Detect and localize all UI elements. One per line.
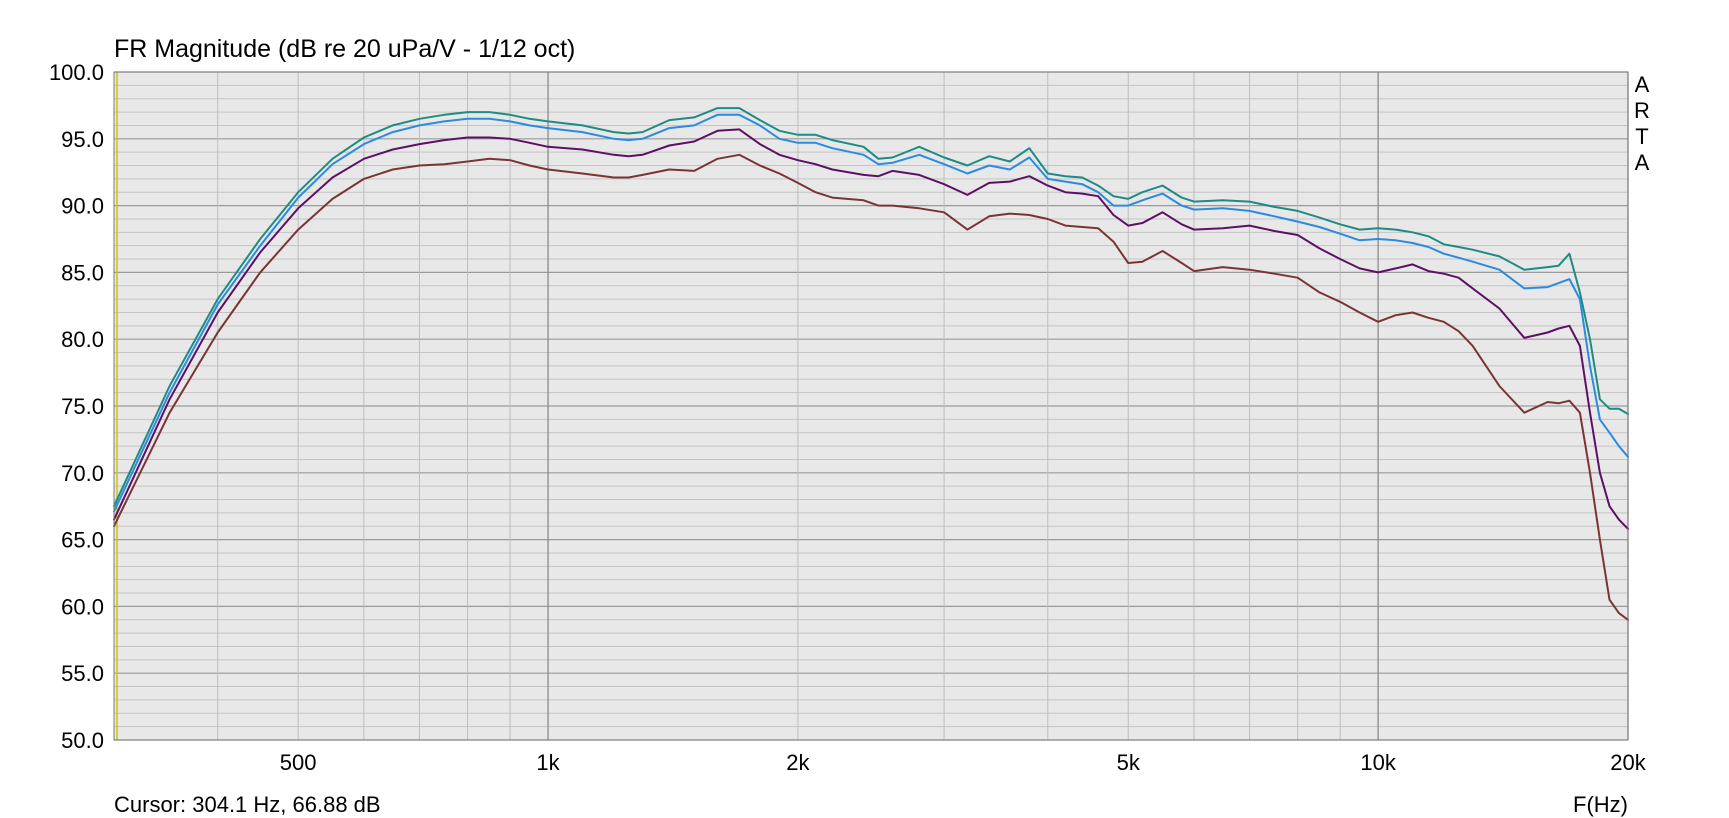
y-tick-label: 90.0 bbox=[61, 194, 104, 219]
x-tick-label: 5k bbox=[1117, 750, 1141, 775]
plot-frame bbox=[113, 71, 1629, 741]
y-tick-label: 80.0 bbox=[61, 327, 104, 352]
y-tick-label: 65.0 bbox=[61, 528, 104, 553]
x-tick-label: 1k bbox=[536, 750, 560, 775]
y-tick-label: 85.0 bbox=[61, 260, 104, 285]
x-tick-label: 10k bbox=[1360, 750, 1396, 775]
cursor-readout: Cursor: 304.1 Hz, 66.88 dB bbox=[114, 792, 381, 817]
x-tick-label: 20k bbox=[1610, 750, 1646, 775]
series-line-4 bbox=[113, 153, 1629, 621]
x-axis-label: F(Hz) bbox=[1573, 792, 1628, 817]
watermark-letter: A bbox=[1635, 72, 1650, 97]
watermark-letter: R bbox=[1634, 98, 1650, 123]
y-tick-label: 100.0 bbox=[49, 60, 104, 85]
x-tick-label: 500 bbox=[280, 750, 317, 775]
y-tick-label: 95.0 bbox=[61, 127, 104, 152]
y-tick-label: 50.0 bbox=[61, 728, 104, 753]
series-group bbox=[113, 107, 1629, 621]
watermark-letter: T bbox=[1635, 124, 1648, 149]
y-tick-label: 75.0 bbox=[61, 394, 104, 419]
y-tick-labels: 100.0 95.0 90.0 85.0 80.0 75.0 70.0 65.0 60.0 55.… bbox=[49, 60, 104, 753]
x-tick-labels: 500 1k 2k 5k 10k 20k bbox=[280, 750, 1647, 775]
y-tick-label: 70.0 bbox=[61, 461, 104, 486]
y-tick-label: 55.0 bbox=[61, 661, 104, 686]
series-line-1 bbox=[113, 107, 1629, 508]
series-line-2 bbox=[113, 113, 1629, 513]
watermark-letter: A bbox=[1635, 150, 1650, 175]
series-line-3 bbox=[113, 128, 1629, 530]
y-tick-label: 60.0 bbox=[61, 594, 104, 619]
x-tick-label: 2k bbox=[786, 750, 810, 775]
chart-title: FR Magnitude (dB re 20 uPa/V - 1/12 oct) bbox=[114, 35, 575, 63]
